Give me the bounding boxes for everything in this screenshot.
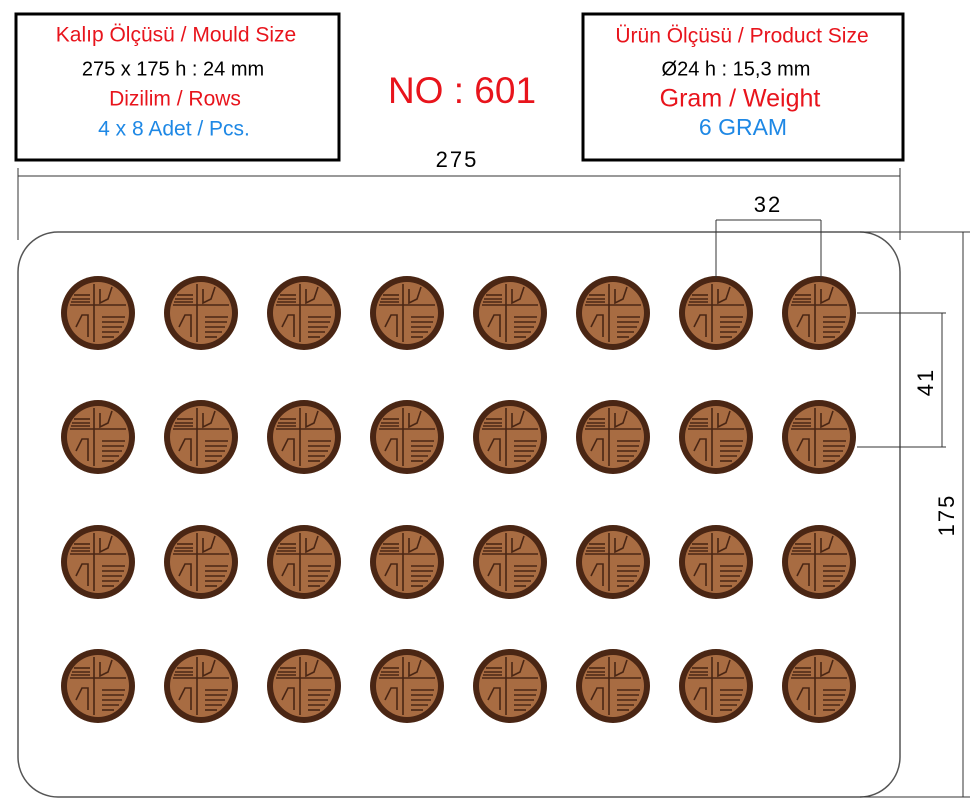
chocolate-cavity bbox=[678, 524, 754, 600]
pitch-x-dimension: 32 bbox=[754, 192, 782, 217]
product-size: Ø24 h : 15,3 mm bbox=[662, 58, 811, 80]
chocolate-cavity bbox=[472, 648, 548, 724]
chocolate-cavity bbox=[163, 648, 239, 724]
chocolate-cavity bbox=[369, 275, 445, 351]
chocolate-cavity bbox=[678, 648, 754, 724]
mould-box bbox=[14, 12, 341, 162]
mould-size: 275 x 175 h : 24 mm bbox=[82, 58, 264, 80]
chocolate-cavity bbox=[472, 524, 548, 600]
chocolate-cavity bbox=[60, 524, 136, 600]
width-dimension: 275 bbox=[436, 147, 479, 172]
chocolate-cavity bbox=[369, 648, 445, 724]
chocolate-cavity bbox=[575, 275, 651, 351]
product-box bbox=[581, 12, 905, 162]
product-label: Ürün Ölçüsü / Product Size bbox=[615, 25, 868, 48]
chocolate-cavity bbox=[781, 648, 857, 724]
chocolate-cavity bbox=[472, 275, 548, 351]
chocolate-cavity bbox=[266, 275, 342, 351]
rows-value: 4 x 8 Adet / Pcs. bbox=[98, 118, 250, 141]
chocolate-cavity bbox=[678, 275, 754, 351]
chocolate-cavity bbox=[575, 524, 651, 600]
chocolate-cavity bbox=[60, 275, 136, 351]
chocolate-cavity bbox=[781, 399, 857, 475]
chocolate-cavity bbox=[575, 648, 651, 724]
chocolate-cavity bbox=[472, 399, 548, 475]
chocolate-cavity bbox=[163, 524, 239, 600]
chocolate-cavity bbox=[575, 399, 651, 475]
pitch-y-dimension: 41 bbox=[913, 368, 938, 396]
chocolate-cavity bbox=[266, 524, 342, 600]
height-dimension: 175 bbox=[934, 494, 959, 537]
chocolate-cavity bbox=[781, 524, 857, 600]
chocolate-cavity bbox=[369, 399, 445, 475]
weight-value: 6 GRAM bbox=[699, 114, 787, 140]
chocolate-cavity bbox=[60, 648, 136, 724]
mould-outline bbox=[17, 231, 901, 798]
chocolate-cavity bbox=[266, 648, 342, 724]
chocolate-cavity bbox=[266, 399, 342, 475]
cavities bbox=[60, 275, 857, 724]
chocolate-cavity bbox=[163, 399, 239, 475]
rows-label: Dizilim / Rows bbox=[109, 88, 241, 111]
mould-label: Kalıp Ölçüsü / Mould Size bbox=[56, 24, 296, 47]
weight-label: Gram / Weight bbox=[660, 85, 821, 113]
product-number: NO : 601 bbox=[388, 70, 536, 111]
chocolate-cavity bbox=[60, 399, 136, 475]
chocolate-cavity bbox=[781, 275, 857, 351]
chocolate-cavity bbox=[678, 399, 754, 475]
chocolate-cavity bbox=[369, 524, 445, 600]
chocolate-cavity bbox=[163, 275, 239, 351]
